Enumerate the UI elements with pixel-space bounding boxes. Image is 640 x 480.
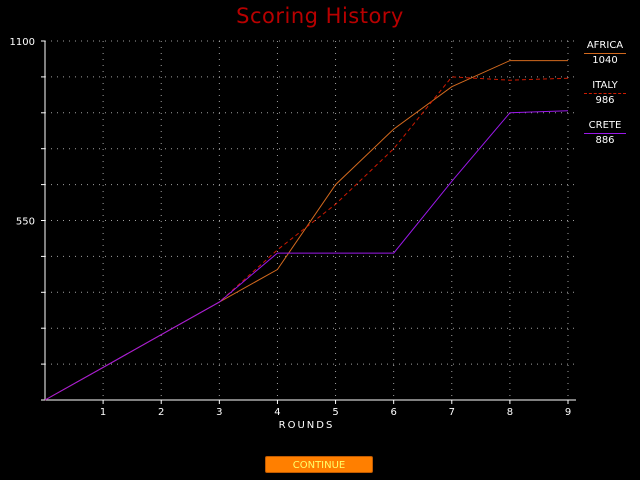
legend-score: 986 bbox=[595, 95, 615, 106]
x-axis-label: ROUNDS bbox=[279, 420, 335, 431]
legend-name: AFRICA bbox=[586, 40, 624, 51]
series-line-africa bbox=[44, 60, 568, 401]
legend-name: CRETE bbox=[588, 120, 622, 131]
x-tick-label: 4 bbox=[274, 407, 280, 418]
legend-name: ITALY bbox=[592, 80, 618, 91]
x-tick-label: 1 bbox=[100, 407, 106, 418]
x-tick-label: 3 bbox=[216, 407, 222, 418]
x-tick-label: 8 bbox=[507, 407, 513, 418]
x-tick-label: 9 bbox=[565, 407, 571, 418]
y-tick-label: 550 bbox=[16, 217, 35, 228]
legend-swatch bbox=[584, 53, 626, 54]
legend-score: 1040 bbox=[592, 55, 618, 66]
x-tick-label: 6 bbox=[390, 407, 396, 418]
legend-swatch bbox=[584, 93, 626, 94]
legend-entry-africa: AFRICA 1040 bbox=[582, 40, 628, 67]
legend-swatch bbox=[584, 133, 626, 134]
y-tick-label: 1100 bbox=[10, 37, 35, 48]
series-line-crete bbox=[44, 110, 569, 401]
page-title: Scoring History bbox=[236, 4, 404, 28]
x-tick-label: 5 bbox=[332, 407, 338, 418]
continue-button[interactable]: CONTINUE bbox=[265, 456, 373, 473]
legend-entry-italy: ITALY 986 bbox=[582, 80, 628, 107]
legend-entry-crete: CRETE 886 bbox=[582, 120, 628, 147]
x-tick-label: 2 bbox=[158, 407, 164, 418]
x-tick-label: 7 bbox=[449, 407, 455, 418]
legend-score: 886 bbox=[595, 135, 615, 146]
series-line-italy bbox=[44, 76, 569, 401]
